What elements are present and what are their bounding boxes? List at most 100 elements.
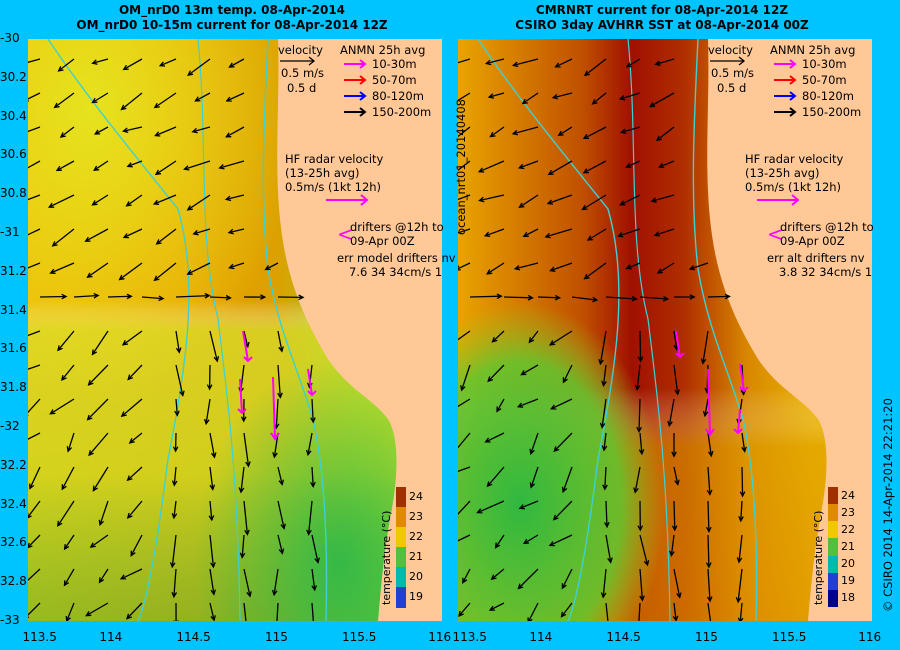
current-arrow	[86, 398, 109, 421]
current-arrow	[487, 92, 505, 99]
current-arrow	[28, 92, 41, 102]
x-tick-label: 114.5	[606, 630, 641, 644]
current-arrow	[91, 330, 109, 356]
current-arrow	[310, 398, 316, 424]
current-arrow	[277, 364, 283, 399]
colorbar-segment	[828, 572, 838, 591]
current-arrow	[49, 262, 75, 274]
current-arrow	[656, 262, 675, 274]
current-arrow	[28, 194, 41, 201]
current-arrow	[653, 228, 675, 237]
current-arrow	[63, 568, 75, 587]
current-arrow	[458, 330, 471, 341]
current-arrow	[458, 228, 471, 234]
current-arrow	[171, 466, 178, 487]
current-arrow	[648, 92, 675, 108]
colorbar-segment	[396, 587, 406, 608]
colorbar-tick-label: 19	[409, 590, 423, 603]
current-arrow	[57, 500, 75, 528]
current-arrow	[28, 160, 41, 169]
current-arrow	[66, 432, 75, 453]
depth-legend-arrow	[774, 59, 797, 69]
x-tick-label: 114	[99, 630, 123, 644]
current-arrow	[107, 293, 133, 300]
current-arrow	[209, 330, 220, 363]
current-arrow	[706, 466, 713, 496]
current-arrow	[547, 160, 573, 176]
current-arrow	[277, 500, 286, 530]
current-arrow	[625, 160, 641, 168]
colorbar-segment	[828, 504, 838, 522]
current-arrow	[546, 194, 573, 205]
current-arrow	[562, 364, 573, 384]
current-arrow	[605, 534, 613, 564]
x-tick-label: 115	[694, 630, 718, 644]
current-arrow	[560, 602, 573, 618]
depth-legend-arrow	[774, 91, 797, 101]
depth-legend-label: 80-120m	[802, 89, 854, 103]
colorbar-segment	[828, 521, 838, 539]
footer-copyright: © CSIRO 2014 14-Apr-2014 22:21:20	[881, 398, 895, 612]
current-arrow	[706, 568, 713, 603]
current-arrow	[602, 466, 608, 491]
current-arrow	[520, 364, 539, 376]
current-arrow	[736, 534, 743, 564]
current-arrow	[476, 500, 505, 514]
current-arrow	[634, 364, 641, 392]
current-arrow	[650, 194, 675, 203]
right-err-label: err alt drifters nv	[767, 251, 865, 265]
current-arrow	[271, 568, 279, 597]
x-tick-label: 115.5	[342, 630, 377, 644]
current-arrow	[618, 92, 641, 101]
colorbar-tick-label: 18	[841, 591, 855, 605]
colorbar-tick-label: 23	[409, 510, 423, 523]
current-arrow	[122, 126, 143, 134]
current-arrow	[126, 602, 143, 620]
current-arrow	[490, 568, 505, 581]
current-arrow	[511, 126, 539, 136]
current-arrow	[527, 602, 539, 621]
current-arrow	[243, 568, 252, 598]
depth-legend-label: 50-70m	[802, 73, 847, 87]
current-arrow	[638, 432, 645, 456]
current-arrow	[581, 194, 607, 211]
current-arrow	[277, 330, 284, 353]
current-arrow	[206, 364, 213, 391]
current-arrow	[122, 58, 143, 71]
current-arrow	[61, 466, 75, 491]
depth-legend-arrow	[344, 75, 367, 85]
y-tick-label: 32.4	[0, 496, 27, 511]
current-arrow	[672, 602, 679, 621]
current-arrow	[486, 466, 505, 488]
colorbar-segment	[396, 567, 406, 588]
current-arrow	[310, 466, 316, 489]
y-tick-label: -32	[0, 419, 20, 433]
current-arrow	[637, 500, 644, 532]
current-arrow	[276, 602, 279, 621]
colorbar-tick-label: 23	[841, 505, 855, 519]
current-arrow	[209, 466, 216, 491]
current-arrow	[28, 398, 41, 417]
current-arrow	[311, 534, 320, 564]
legend-hf-arrow-right	[757, 194, 800, 206]
current-arrow	[122, 228, 143, 239]
current-arrow	[549, 262, 573, 272]
land-right	[707, 39, 872, 621]
current-arrow	[591, 92, 607, 105]
current-arrow	[458, 534, 471, 542]
colorbar-segment	[396, 507, 406, 528]
left-err-label: err model drifters nv	[337, 251, 456, 265]
current-arrow	[98, 500, 109, 527]
legend-drifter-marker-right: <	[767, 222, 784, 246]
current-arrow	[671, 500, 678, 532]
current-arrow	[243, 432, 251, 468]
current-arrow	[458, 126, 471, 138]
current-arrow	[126, 466, 143, 482]
current-arrow	[98, 568, 109, 584]
depth-legend-label: 80-120m	[372, 89, 424, 103]
current-arrow	[171, 500, 178, 520]
current-arrow	[739, 466, 746, 498]
current-arrow	[637, 330, 644, 363]
current-arrow	[625, 58, 641, 68]
current-arrow	[537, 294, 562, 301]
